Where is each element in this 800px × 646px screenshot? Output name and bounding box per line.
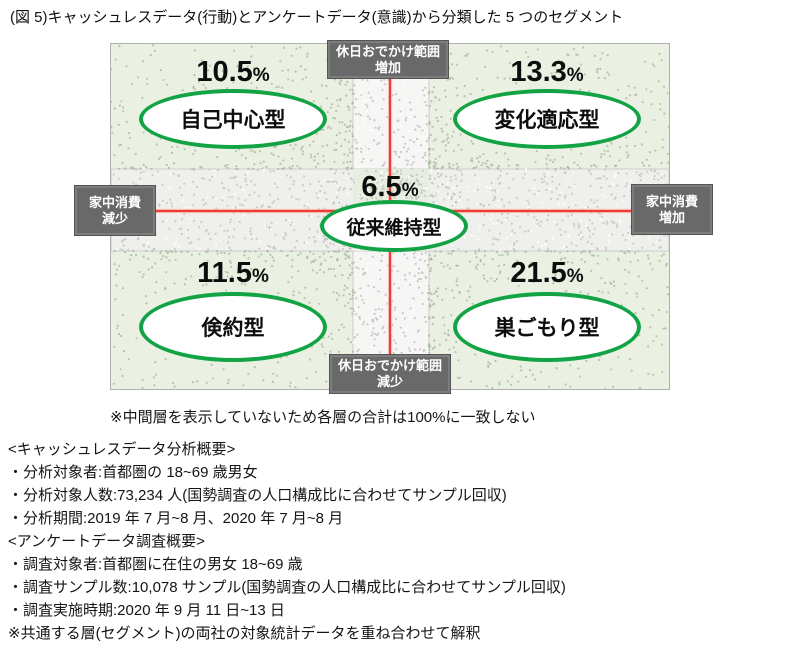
percent-value: 6.5 [361,171,402,203]
segment-name: 自己中心型 [180,109,286,132]
page-title: (図 5)キャッシュレスデータ(行動)とアンケートデータ(意識)から分類した 5… [10,9,624,26]
segment-percent: 21.5% [462,255,632,295]
chart-note: ※中間層を表示していないため各層の合計は100%に一致しない [110,409,536,426]
percent-unit: % [251,266,269,287]
segment-percent: 10.5% [148,54,318,94]
segment-ellipse: 変化適応型 [453,89,641,149]
segment-name: 倹約型 [201,317,265,340]
percent-unit: % [252,65,270,86]
footer-line: ※共通する層(セグメント)の両社の対象統計データを重ね合わせて解釈 [8,625,481,642]
segment-ellipse: 自己中心型 [139,89,327,149]
percent-value: 13.3 [510,56,567,88]
percent-value: 11.5 [197,257,252,289]
footer-line: ・分析期間:2019 年 7 月~8 月、2020 年 7 月~8 月 [8,510,344,527]
axis-label-bottom: 休日おでかけ範囲 減少 [329,354,451,394]
axis-label-left: 家中消費 減少 [74,185,156,236]
segment-ellipse: 従来維持型 [320,200,468,252]
footer-line: ・調査サンプル数:10,078 サンプル(国勢調査の人口構成比に合わせてサンプル… [8,579,566,596]
axis-label-line: 休日おでかけ範囲 [337,358,442,373]
percent-unit: % [401,180,419,201]
axis-label-right: 家中消費 増加 [631,184,713,235]
axis-label-line: 減少 [101,210,128,226]
segment-name: 巣ごもり型 [494,317,600,340]
segment-percent: 13.3% [462,54,632,94]
footer-line: <キャッシュレスデータ分析概要> [8,441,236,458]
axis-label-line: 休日おでかけ範囲 [335,43,440,59]
footer-text: <キャッシュレスデータ分析概要> ・分析対象者:首都圏の 18~69 歳男女 ・… [8,438,796,645]
segment-name: 従来維持型 [346,217,442,239]
percent-unit: % [566,266,584,287]
footer-line: ・分析対象者:首都圏の 18~69 歳男女 [8,464,258,481]
percent-unit: % [566,65,584,86]
footer-line: ・調査実施時期:2020 年 9 月 11 日~13 日 [8,602,285,619]
segment-percent: 11.5% [148,255,318,295]
percent-value: 21.5 [510,257,567,289]
footer-line: ・分析対象人数:73,234 人(国勢調査の人口構成比に合わせてサンプル回収) [8,487,507,504]
segment-ellipse: 倹約型 [139,292,327,362]
segment-ellipse: 巣ごもり型 [453,292,641,362]
axis-label-line: 家中消費 [88,194,141,210]
footer-line: <アンケートデータ調査概要> [8,533,205,550]
footer-line: ・調査対象者:首都圏に在住の男女 18~69 歳 [8,556,303,573]
percent-value: 10.5 [196,56,253,88]
axis-label-line: 増加 [374,59,401,75]
axis-label-line: 減少 [376,374,403,389]
segment-name: 変化適応型 [494,109,600,132]
quadrant-chart: 10.5% 自己中心型 13.3% 変化適応型 6.5% 従来維持型 11.5%… [110,43,670,390]
axis-label-line: 増加 [658,209,685,225]
segment-percent: 6.5% [305,169,475,209]
axis-label-top: 休日おでかけ範囲 増加 [327,40,449,79]
axis-label-line: 家中消費 [645,193,698,209]
